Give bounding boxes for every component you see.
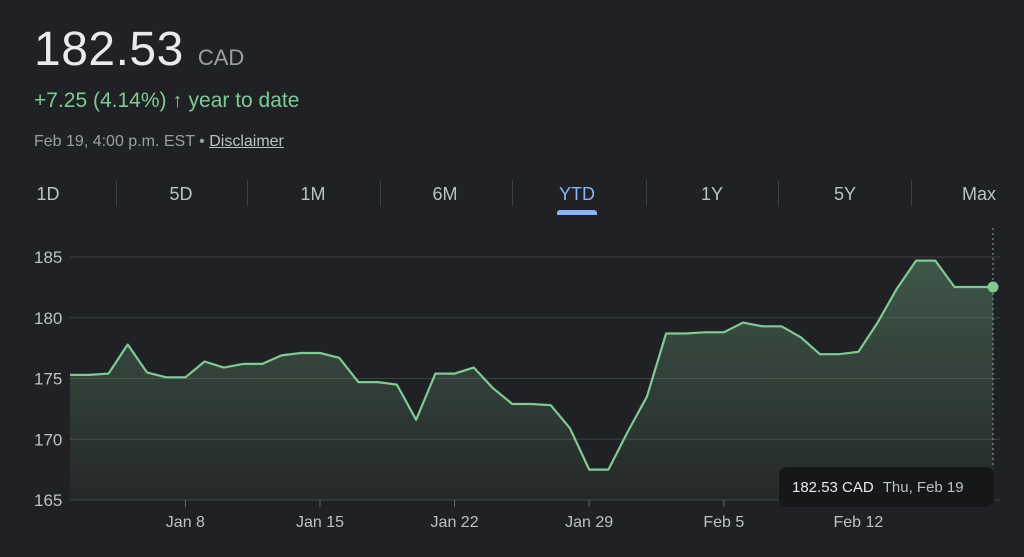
- x-tick-label: Feb 5: [703, 514, 744, 531]
- tab-label: 5Y: [833, 184, 857, 204]
- tab-label: 6M: [432, 184, 458, 204]
- tab-5d[interactable]: 5D: [141, 176, 221, 212]
- tab-ytd[interactable]: YTD: [537, 176, 617, 215]
- tab-6m[interactable]: 6M: [405, 176, 485, 212]
- tab-1y[interactable]: 1Y: [672, 176, 752, 212]
- change-amount: +7.25 (4.14%): [34, 89, 167, 112]
- price-line: [70, 259, 993, 471]
- current-price: 182.53: [34, 23, 184, 76]
- tab-divider: [247, 180, 248, 206]
- tab-1d[interactable]: 1D: [8, 176, 88, 212]
- arrow-up-icon: ↑: [172, 89, 183, 112]
- tab-label: 1M: [300, 184, 326, 204]
- tooltip-date: Thu, Feb 19: [882, 478, 964, 496]
- y-tick-label: 185: [34, 248, 62, 267]
- y-tick-label: 170: [34, 430, 62, 449]
- current-point-marker: [987, 281, 999, 293]
- tab-label: 5D: [169, 184, 193, 204]
- price-header: 182.53 CAD: [34, 22, 244, 77]
- price-change: +7.25 (4.14%) ↑ year to date: [34, 89, 299, 113]
- tab-divider: [512, 180, 513, 206]
- quote-timestamp: Feb 19, 4:00 p.m. EST: [34, 133, 195, 150]
- price-tooltip: 182.53 CAD Thu, Feb 19: [779, 467, 994, 507]
- active-tab-indicator: [557, 210, 597, 215]
- tab-5y[interactable]: 5Y: [805, 176, 885, 212]
- tab-label: Max: [961, 184, 996, 204]
- tab-divider: [116, 180, 117, 206]
- tab-max[interactable]: Max: [939, 176, 1019, 212]
- tab-divider: [646, 180, 647, 206]
- y-tick-label: 180: [34, 309, 62, 328]
- tooltip-value: 182.53 CAD: [792, 478, 874, 496]
- y-tick-label: 175: [34, 370, 62, 389]
- range-tabs: 1D 5D 1M 6M YTD 1Y 5Y Max: [0, 176, 1024, 216]
- x-tick-label: Jan 8: [166, 514, 205, 531]
- tab-label: YTD: [559, 184, 595, 204]
- tab-1m[interactable]: 1M: [273, 176, 353, 212]
- x-tick-label: Feb 12: [833, 514, 883, 531]
- tab-divider: [380, 180, 381, 206]
- meta-separator: •: [199, 133, 205, 150]
- y-tick-label: 165: [34, 491, 62, 510]
- tab-label: 1Y: [700, 184, 724, 204]
- tab-divider: [778, 180, 779, 206]
- x-tick-label: Jan 15: [296, 514, 344, 531]
- tab-divider: [911, 180, 912, 206]
- price-area: [70, 260, 993, 500]
- tab-label: 1D: [36, 184, 60, 204]
- quote-meta: Feb 19, 4:00 p.m. EST • Disclaimer: [34, 133, 284, 151]
- price-currency: CAD: [197, 45, 245, 70]
- change-period: year to date: [188, 89, 300, 112]
- disclaimer-link[interactable]: Disclaimer: [209, 133, 284, 150]
- x-tick-label: Jan 29: [565, 514, 613, 531]
- x-tick-label: Jan 22: [431, 514, 479, 531]
